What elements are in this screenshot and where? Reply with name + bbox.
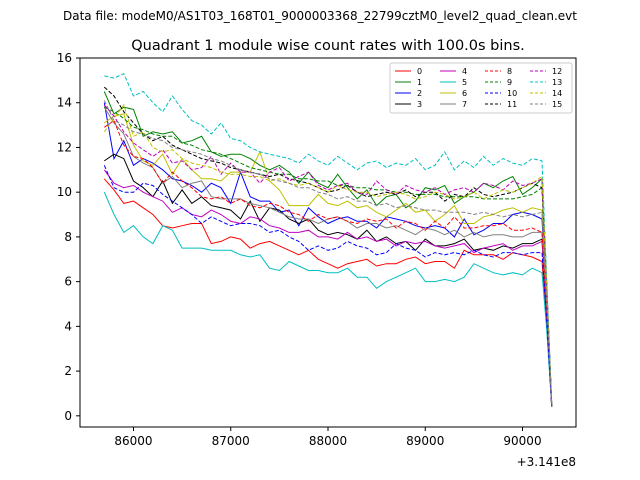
x-tick-label: 87000: [212, 434, 250, 448]
chart-suptitle: Data file: modeM0/AS1T03_168T01_90000033…: [63, 9, 577, 23]
x-tick-label: 90000: [503, 434, 541, 448]
legend-label-10: 10: [507, 89, 517, 98]
legend-label-3: 3: [417, 100, 422, 109]
legend-label-4: 4: [462, 67, 467, 76]
series-line-9: [104, 106, 553, 405]
y-tick-label: 8: [64, 230, 72, 244]
y-tick-label: 10: [57, 185, 72, 199]
series-line-3: [104, 153, 553, 407]
legend-label-11: 11: [507, 100, 517, 109]
plot-area: [80, 58, 576, 427]
x-axis: 86000 87000 88000 89000 90000: [114, 427, 542, 448]
series-line-5: [103, 192, 553, 407]
series-line-13: [104, 73, 553, 405]
y-tick-label: 2: [64, 364, 72, 378]
y-axis: 0 2 4 6 8 10 12 14 16: [57, 51, 80, 423]
series-group: [103, 73, 553, 407]
series-line-10: [103, 165, 553, 407]
legend-label-1: 1: [417, 78, 422, 87]
x-tick-label: 88000: [309, 434, 347, 448]
legend-label-8: 8: [507, 67, 512, 76]
y-tick-label: 12: [57, 140, 72, 154]
y-tick-label: 16: [57, 51, 72, 65]
series-line-2: [103, 102, 553, 407]
legend-label-14: 14: [552, 89, 562, 98]
legend-label-0: 0: [417, 67, 422, 76]
y-tick-label: 6: [64, 275, 72, 289]
series-line-15: [103, 100, 553, 407]
legend-label-13: 13: [552, 78, 562, 87]
series-line-14: [103, 103, 553, 405]
legend-label-5: 5: [462, 78, 467, 87]
series-line-12: [103, 104, 553, 407]
series-line-8: [104, 119, 553, 407]
chart-title: Quadrant 1 module wise count rates with …: [131, 38, 525, 54]
legend-label-2: 2: [417, 89, 422, 98]
legend-label-9: 9: [507, 78, 512, 87]
x-offset-text: +3.141e8: [517, 455, 576, 469]
legend-label-15: 15: [552, 100, 562, 109]
legend-label-6: 6: [462, 89, 467, 98]
series-line-7: [103, 106, 553, 407]
series-line-4: [103, 169, 553, 407]
series-line-11: [103, 86, 553, 405]
legend-box: [389, 62, 573, 114]
x-tick-label: 86000: [114, 434, 152, 448]
y-tick-label: 4: [64, 319, 72, 333]
x-tick-label: 89000: [406, 434, 444, 448]
y-tick-label: 0: [64, 409, 72, 423]
legend-label-7: 7: [462, 100, 467, 109]
y-tick-label: 14: [57, 96, 72, 110]
legend-label-12: 12: [552, 67, 562, 76]
